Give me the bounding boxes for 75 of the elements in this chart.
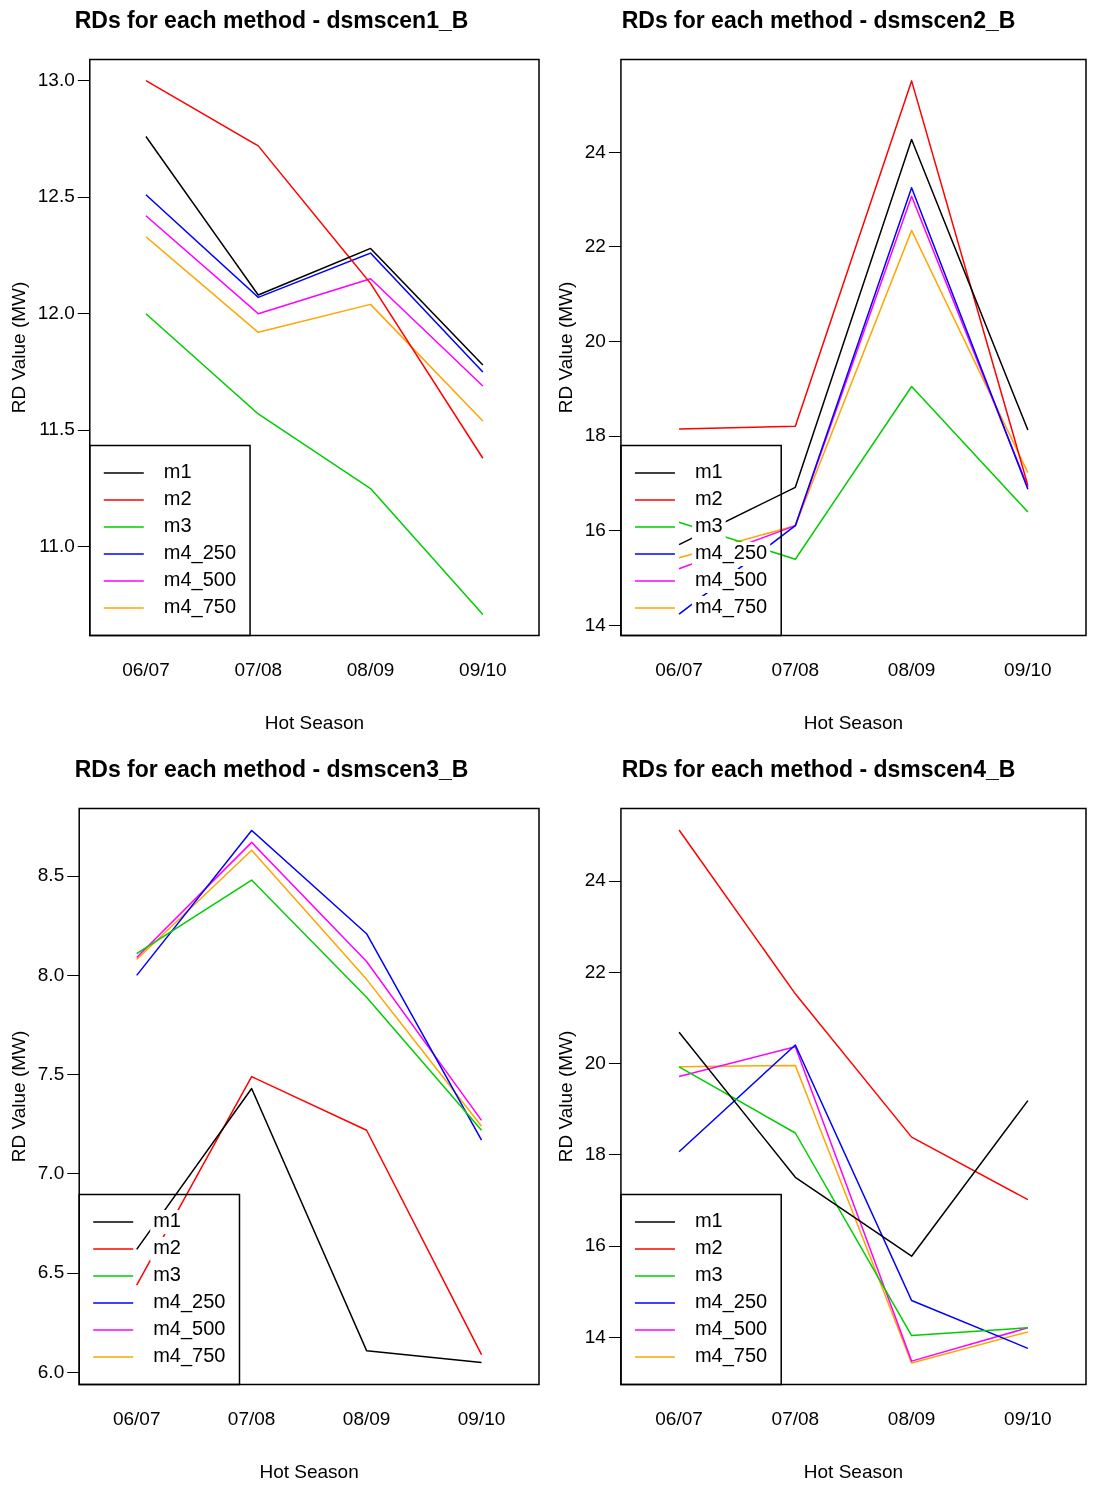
legend-label: m2 bbox=[153, 1236, 182, 1259]
legend-label: m4_750 bbox=[153, 1344, 226, 1368]
x-tick-label: 09/10 bbox=[1004, 1408, 1052, 1430]
legend-label: m4_250 bbox=[694, 541, 768, 565]
legend-label: m1 bbox=[153, 1209, 182, 1232]
y-tick-label: 24 bbox=[584, 140, 607, 162]
y-axis-title: RD Value (MW) bbox=[7, 281, 29, 414]
x-tick-label: 06/07 bbox=[122, 659, 170, 681]
y-tick-label: 7.5 bbox=[37, 1062, 65, 1084]
legend-label: m4_750 bbox=[163, 595, 237, 619]
legend-label: m1 bbox=[694, 460, 723, 483]
x-tick-label: 08/09 bbox=[887, 659, 936, 681]
y-tick-label: 16 bbox=[584, 519, 606, 541]
legend-label: m4_250 bbox=[694, 1290, 768, 1314]
x-tick-label: 08/09 bbox=[342, 1408, 391, 1430]
x-tick-label: 06/07 bbox=[655, 1408, 703, 1430]
y-tick-label: 11.0 bbox=[39, 535, 75, 557]
y-axis-title: RD Value (MW) bbox=[7, 1030, 29, 1163]
x-axis-title: Hot Season bbox=[803, 711, 904, 733]
y-tick-label: 11.5 bbox=[39, 418, 75, 440]
x-tick-label: 07/08 bbox=[227, 1408, 276, 1430]
y-tick-label: 20 bbox=[584, 1051, 606, 1073]
y-tick-label: 13.0 bbox=[37, 68, 75, 90]
y-tick-label: 7.0 bbox=[37, 1162, 65, 1184]
x-axis-title: Hot Season bbox=[803, 1460, 904, 1482]
x-tick-label: 09/10 bbox=[457, 1408, 506, 1430]
y-tick-label: 24 bbox=[584, 869, 607, 891]
legend-label: m2 bbox=[163, 487, 192, 510]
y-axis-title: RD Value (MW) bbox=[554, 1030, 576, 1163]
legend-label: m2 bbox=[694, 1236, 723, 1259]
y-tick-label: 16 bbox=[584, 1234, 606, 1256]
legend-label: m4_500 bbox=[694, 1317, 768, 1341]
y-tick-label: 22 bbox=[584, 960, 606, 982]
y-tick-label: 14 bbox=[584, 613, 607, 635]
legend-label: m2 bbox=[694, 487, 723, 510]
chart-title: RDs for each method - dsmscen1_B bbox=[74, 7, 469, 34]
legend-label: m1 bbox=[163, 460, 192, 483]
y-tick-label: 8.0 bbox=[37, 963, 65, 985]
y-tick-label: 18 bbox=[584, 424, 606, 446]
legend-label: m4_750 bbox=[694, 1344, 768, 1368]
legend-label: m3 bbox=[153, 1263, 182, 1286]
legend-label: m3 bbox=[694, 514, 723, 537]
y-tick-label: 14 bbox=[584, 1325, 607, 1347]
legend-label: m4_750 bbox=[694, 595, 768, 619]
legend-label: m4_250 bbox=[163, 541, 237, 565]
y-tick-label: 6.0 bbox=[37, 1360, 65, 1382]
y-tick-label: 8.5 bbox=[37, 864, 65, 886]
x-tick-label: 07/08 bbox=[234, 659, 283, 681]
legend-label: m3 bbox=[694, 1263, 723, 1286]
chart-title: RDs for each method - dsmscen3_B bbox=[74, 756, 469, 783]
y-tick-label: 12.0 bbox=[37, 301, 75, 323]
x-tick-label: 09/10 bbox=[459, 659, 507, 681]
y-tick-label: 20 bbox=[584, 329, 606, 351]
legend-label: m4_250 bbox=[153, 1290, 226, 1314]
y-tick-label: 22 bbox=[584, 235, 606, 257]
x-tick-label: 06/07 bbox=[112, 1408, 161, 1430]
y-tick-label: 6.5 bbox=[37, 1261, 65, 1283]
legend-label: m4_500 bbox=[694, 568, 768, 592]
y-tick-label: 18 bbox=[584, 1143, 606, 1165]
x-tick-label: 06/07 bbox=[655, 659, 703, 681]
x-tick-label: 08/09 bbox=[346, 659, 395, 681]
chart-title: RDs for each method - dsmscen2_B bbox=[621, 7, 1016, 34]
x-tick-label: 09/10 bbox=[1004, 659, 1052, 681]
chart-title: RDs for each method - dsmscen4_B bbox=[621, 756, 1016, 783]
legend-label: m1 bbox=[694, 1209, 723, 1232]
y-tick-label: 12.5 bbox=[37, 185, 75, 207]
x-axis-title: Hot Season bbox=[264, 711, 365, 733]
legend-label: m4_500 bbox=[153, 1317, 226, 1341]
x-tick-label: 08/09 bbox=[887, 1408, 936, 1430]
x-tick-label: 07/08 bbox=[771, 1408, 820, 1430]
y-axis-title: RD Value (MW) bbox=[554, 281, 576, 414]
legend-label: m3 bbox=[163, 514, 192, 537]
x-axis-title: Hot Season bbox=[259, 1460, 359, 1482]
x-tick-label: 07/08 bbox=[771, 659, 820, 681]
legend-label: m4_500 bbox=[163, 568, 237, 592]
